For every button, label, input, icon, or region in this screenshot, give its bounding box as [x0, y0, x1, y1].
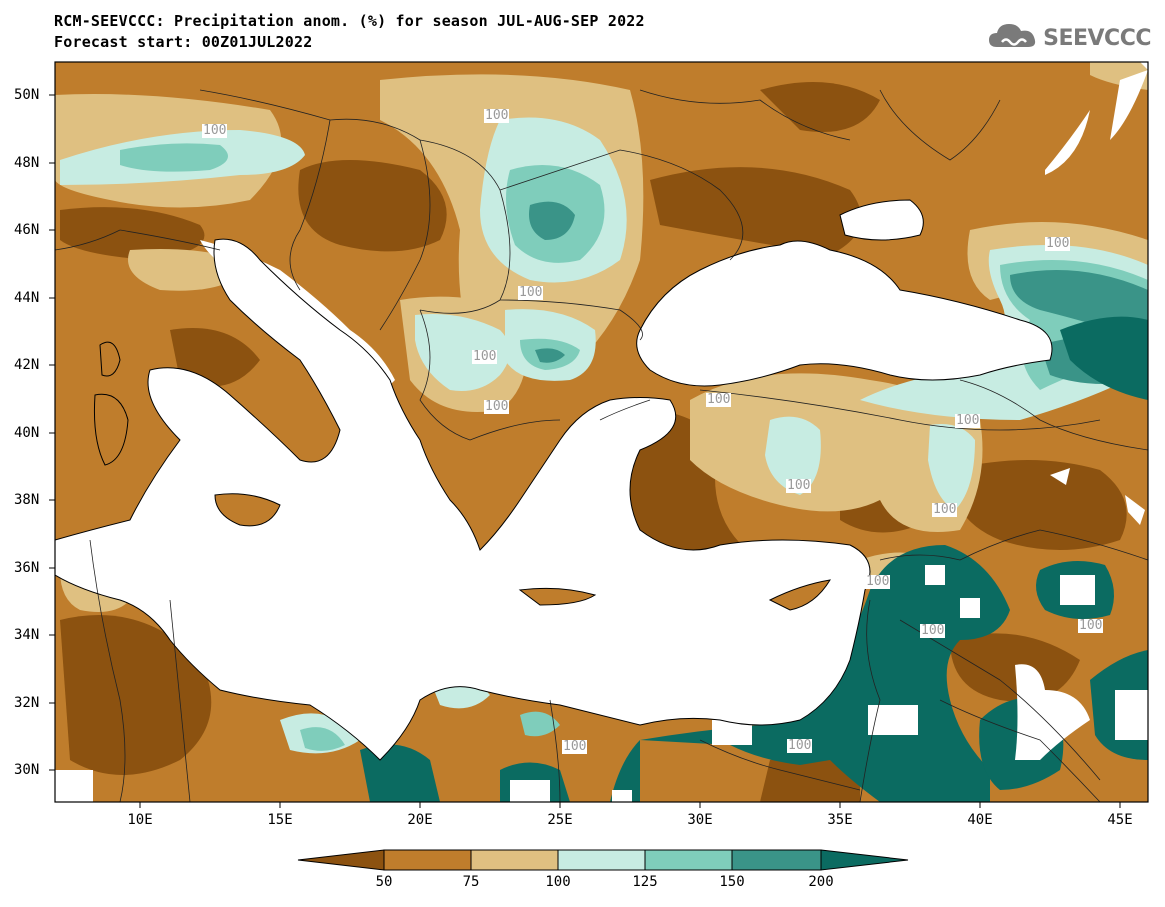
lat-label: 42N	[14, 357, 40, 373]
lon-label: 45E	[1107, 812, 1133, 828]
lon-label: 20E	[407, 812, 433, 828]
coastlines	[55, 199, 1053, 761]
islands	[94, 342, 830, 610]
contour-label: 100	[472, 349, 498, 364]
lon-label: 35E	[827, 812, 853, 828]
country-borders	[55, 89, 1148, 802]
lon-label: 25E	[547, 812, 573, 828]
contour-label: 100	[562, 739, 588, 754]
contour-label: 100	[920, 623, 946, 638]
colorbar-segment-150-200	[731, 849, 822, 871]
contour-label: 100	[706, 392, 732, 407]
title-line-1: RCM-SEEVCCC: Precipitation anom. (%) for…	[54, 12, 645, 30]
contour-label: 100	[1078, 618, 1104, 633]
colorbar-label: 50	[375, 874, 393, 890]
colorbar	[297, 849, 909, 871]
contour-label: 100	[865, 574, 891, 589]
colorbar-label: 75	[462, 874, 480, 890]
seevccc-logo: SEEVCCC	[987, 22, 1151, 54]
colorbar-label: 150	[719, 874, 745, 890]
lat-label: 48N	[14, 155, 40, 171]
contour-label: 100	[787, 738, 813, 753]
lon-label: 15E	[267, 812, 293, 828]
lat-label: 38N	[14, 492, 40, 508]
contour-label: 100	[484, 108, 510, 123]
colorbar-label: 200	[808, 874, 834, 890]
contour-label: 100	[1045, 236, 1071, 251]
colorbar-label: 125	[632, 874, 658, 890]
seas	[55, 62, 1148, 760]
lat-label: 34N	[14, 627, 40, 643]
lon-label: 10E	[127, 812, 153, 828]
no-data-patches	[55, 70, 1148, 802]
lon-label: 30E	[687, 812, 713, 828]
colorbar-segment-100-125	[557, 849, 646, 871]
contour-label: 100	[202, 123, 228, 138]
contour-label: 100	[786, 478, 812, 493]
lon-label: 40E	[967, 812, 993, 828]
lat-label: 32N	[14, 695, 40, 711]
map-frame	[54, 61, 1149, 803]
contour-label: 100	[518, 285, 544, 300]
lon-ticks	[139, 802, 1121, 808]
colorbar-segment-above-200	[820, 849, 909, 871]
lat-ticks	[49, 94, 55, 771]
contour-label: 100	[484, 399, 510, 414]
lat-label: 46N	[14, 222, 40, 238]
cloud-logo-icon	[987, 21, 1039, 55]
colorbar-segment-50-75	[383, 849, 472, 871]
lat-label: 40N	[14, 425, 40, 441]
colorbar-segment-below-50	[297, 849, 385, 871]
contour-label: 100	[955, 413, 981, 428]
lat-label: 30N	[14, 762, 40, 778]
logo-text: SEEVCCC	[1043, 25, 1151, 51]
title-line-2: Forecast start: 00Z01JUL2022	[54, 33, 313, 51]
contour-label: 100	[932, 502, 958, 517]
colorbar-segment-75-100	[470, 849, 559, 871]
lat-label: 44N	[14, 290, 40, 306]
colorbar-segment-125-150	[644, 849, 733, 871]
colorbar-label: 100	[545, 874, 571, 890]
lat-label: 50N	[14, 87, 40, 103]
lat-label: 36N	[14, 560, 40, 576]
